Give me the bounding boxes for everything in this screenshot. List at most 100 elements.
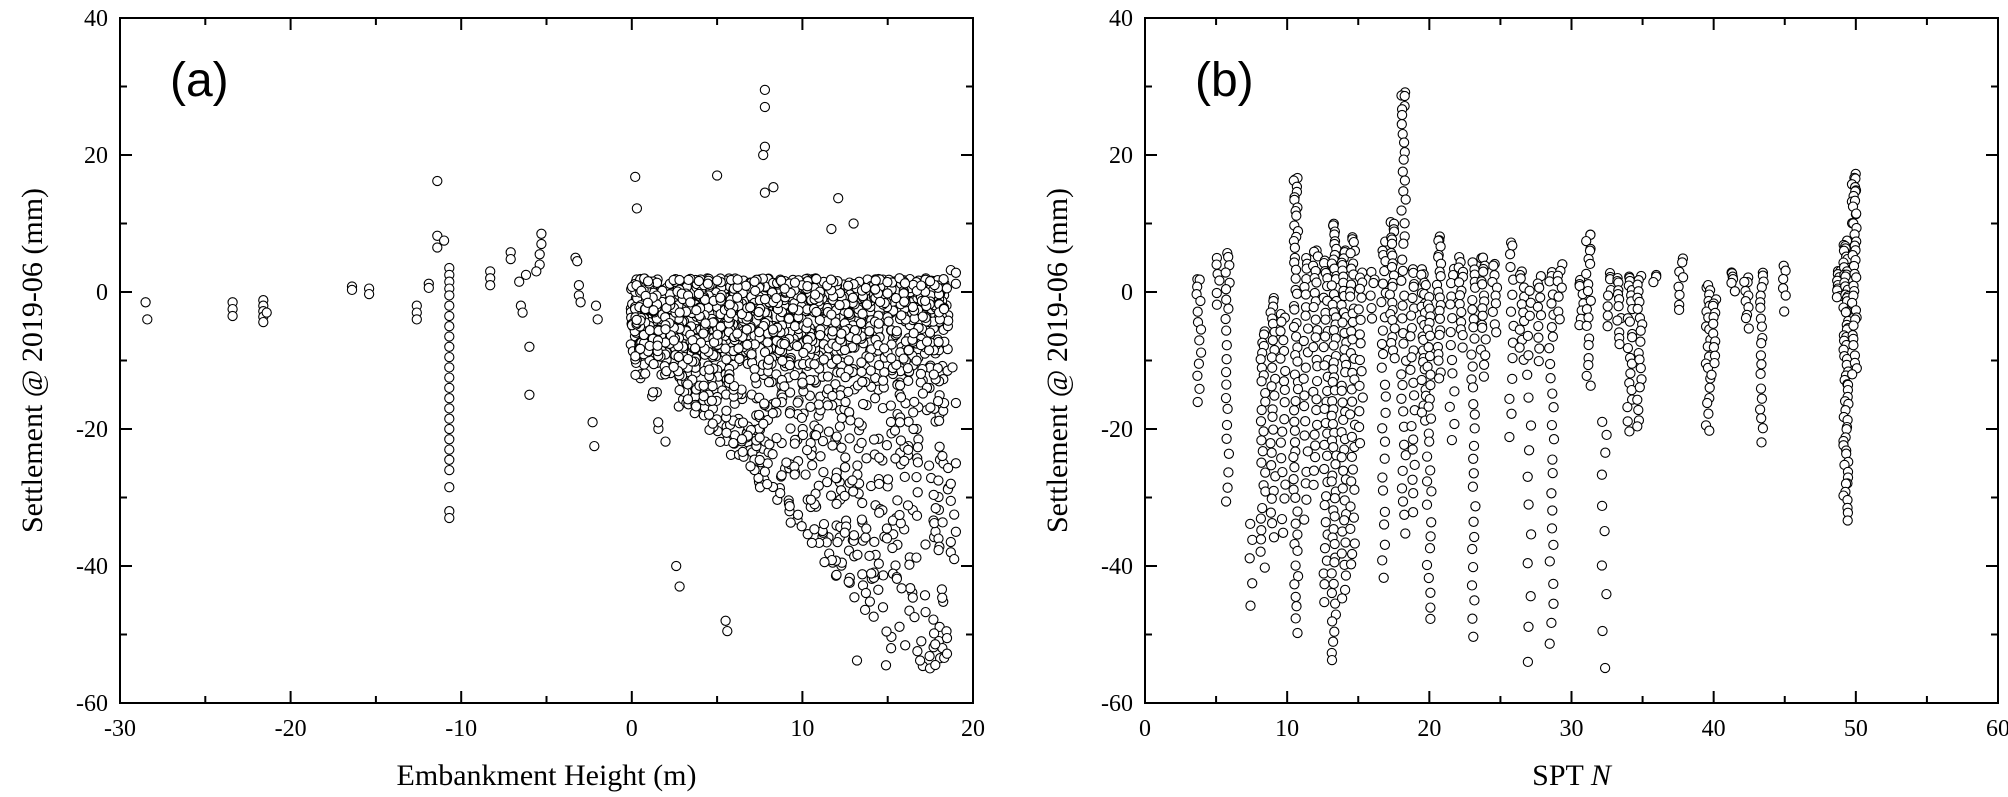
data-point — [945, 536, 956, 548]
data-point — [740, 280, 752, 291]
data-point — [1221, 354, 1232, 365]
data-point — [715, 292, 726, 303]
data-point — [728, 380, 740, 392]
data-point — [912, 487, 923, 498]
data-point — [920, 606, 931, 618]
x-axis-title: SPT N — [1532, 759, 1613, 792]
data-point — [1289, 437, 1301, 448]
data-point — [1597, 416, 1608, 428]
data-point — [1368, 277, 1379, 289]
data-points — [1191, 87, 1862, 674]
data-point — [881, 626, 892, 637]
data-point — [1398, 238, 1409, 249]
data-point — [864, 326, 875, 337]
data-point — [1397, 496, 1409, 507]
data-point — [921, 336, 933, 347]
data-point — [1247, 578, 1258, 589]
data-point — [1268, 424, 1279, 435]
data-point — [1311, 404, 1322, 416]
data-point — [682, 353, 694, 365]
data-point — [1192, 396, 1203, 408]
data-point — [1275, 437, 1287, 448]
data-point — [763, 354, 775, 365]
data-point — [873, 584, 884, 595]
data-point — [881, 533, 893, 544]
data-point — [767, 324, 779, 335]
data-point — [1396, 483, 1408, 494]
data-point — [665, 295, 676, 306]
data-point — [1468, 468, 1479, 479]
data-point — [1319, 579, 1330, 590]
data-point — [802, 317, 813, 328]
data-point — [801, 444, 813, 456]
data-point — [754, 454, 765, 466]
x-tick-label: 60 — [1986, 716, 2008, 742]
data-point — [1255, 416, 1267, 427]
data-point — [840, 371, 851, 383]
data-point — [1424, 330, 1436, 341]
data-point — [949, 509, 960, 520]
data-point — [754, 326, 765, 338]
data-point — [885, 416, 897, 428]
data-point — [758, 418, 769, 429]
data-point — [1365, 290, 1376, 301]
data-point — [1634, 354, 1645, 365]
data-point — [1456, 306, 1467, 318]
data-point — [830, 379, 841, 390]
data-point — [1626, 358, 1638, 369]
data-point — [1469, 531, 1480, 543]
data-point — [806, 537, 818, 549]
data-point — [1584, 245, 1596, 256]
data-point — [914, 655, 926, 666]
data-point — [1756, 321, 1768, 332]
data-point — [1423, 572, 1434, 584]
data-point — [938, 303, 950, 315]
data-point — [1480, 350, 1491, 361]
data-point — [592, 314, 603, 325]
data-point — [826, 223, 837, 235]
data-point — [1468, 516, 1479, 527]
data-point — [1319, 543, 1331, 554]
data-point — [1677, 257, 1688, 268]
data-point — [917, 388, 929, 399]
data-point — [1279, 384, 1290, 396]
data-point — [689, 343, 701, 354]
data-point — [1400, 528, 1411, 539]
data-point — [575, 297, 586, 308]
data-point — [1851, 208, 1862, 219]
data-point — [1266, 447, 1277, 458]
data-point — [640, 368, 651, 379]
data-point — [1276, 453, 1287, 464]
data-point — [1265, 438, 1276, 449]
data-point — [1326, 280, 1337, 291]
data-point — [732, 292, 743, 303]
data-point — [1406, 352, 1417, 363]
data-point — [685, 297, 696, 308]
data-point — [746, 349, 757, 360]
data-point — [852, 549, 863, 560]
data-point — [1425, 465, 1436, 476]
data-point — [857, 398, 869, 410]
data-point — [818, 518, 830, 530]
data-point — [924, 327, 936, 338]
data-point — [1245, 600, 1256, 611]
data-point — [762, 337, 773, 348]
data-point — [920, 539, 931, 550]
data-point — [536, 238, 547, 250]
data-point — [1356, 366, 1367, 377]
data-point — [764, 439, 775, 450]
data-point — [928, 614, 939, 625]
data-point — [712, 329, 723, 340]
data-point — [1397, 379, 1408, 391]
data-point — [1346, 431, 1358, 443]
data-point — [444, 341, 455, 352]
data-point — [531, 266, 542, 277]
data-point — [1523, 392, 1534, 403]
data-point — [882, 474, 894, 485]
data-point — [937, 517, 948, 528]
data-point — [444, 512, 455, 524]
data-point — [852, 460, 863, 471]
data-point — [902, 363, 914, 374]
data-point — [660, 436, 671, 447]
data-point — [891, 573, 903, 584]
